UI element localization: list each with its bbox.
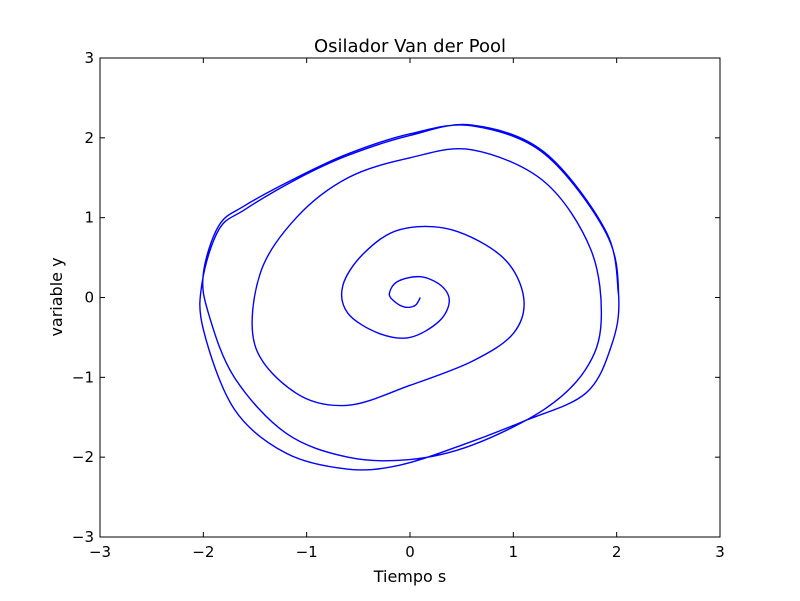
y-axis-label: variable y [47, 257, 66, 336]
ticks-layer: −3 −2 −1 0 1 2 3 −3 −2 −1 0 1 2 3 [72, 49, 725, 561]
x-tick-label-1: −2 [192, 543, 214, 561]
x-tick-label-0: −3 [89, 543, 111, 561]
y-tick-label-0: −3 [72, 528, 94, 546]
x-tick-label-4: 1 [509, 543, 519, 561]
y-tick-label-2: −1 [72, 368, 94, 386]
chart-title: Osilador Van der Pool [314, 36, 506, 57]
x-tick-label-6: 3 [715, 543, 725, 561]
x-tick-label-3: 0 [405, 543, 415, 561]
y-tick-label-3: 0 [84, 289, 94, 307]
x-tick-label-2: −1 [296, 543, 318, 561]
y-tick-label-6: 3 [84, 49, 94, 67]
y-tick-label-1: −2 [72, 448, 94, 466]
y-tick-label-4: 1 [84, 209, 94, 227]
x-axis-label: Tiempo s [373, 567, 447, 586]
y-tick-label-5: 2 [84, 129, 94, 147]
x-tick-label-5: 2 [612, 543, 622, 561]
plot-layer [199, 123, 620, 471]
series-line-0 [199, 123, 620, 471]
